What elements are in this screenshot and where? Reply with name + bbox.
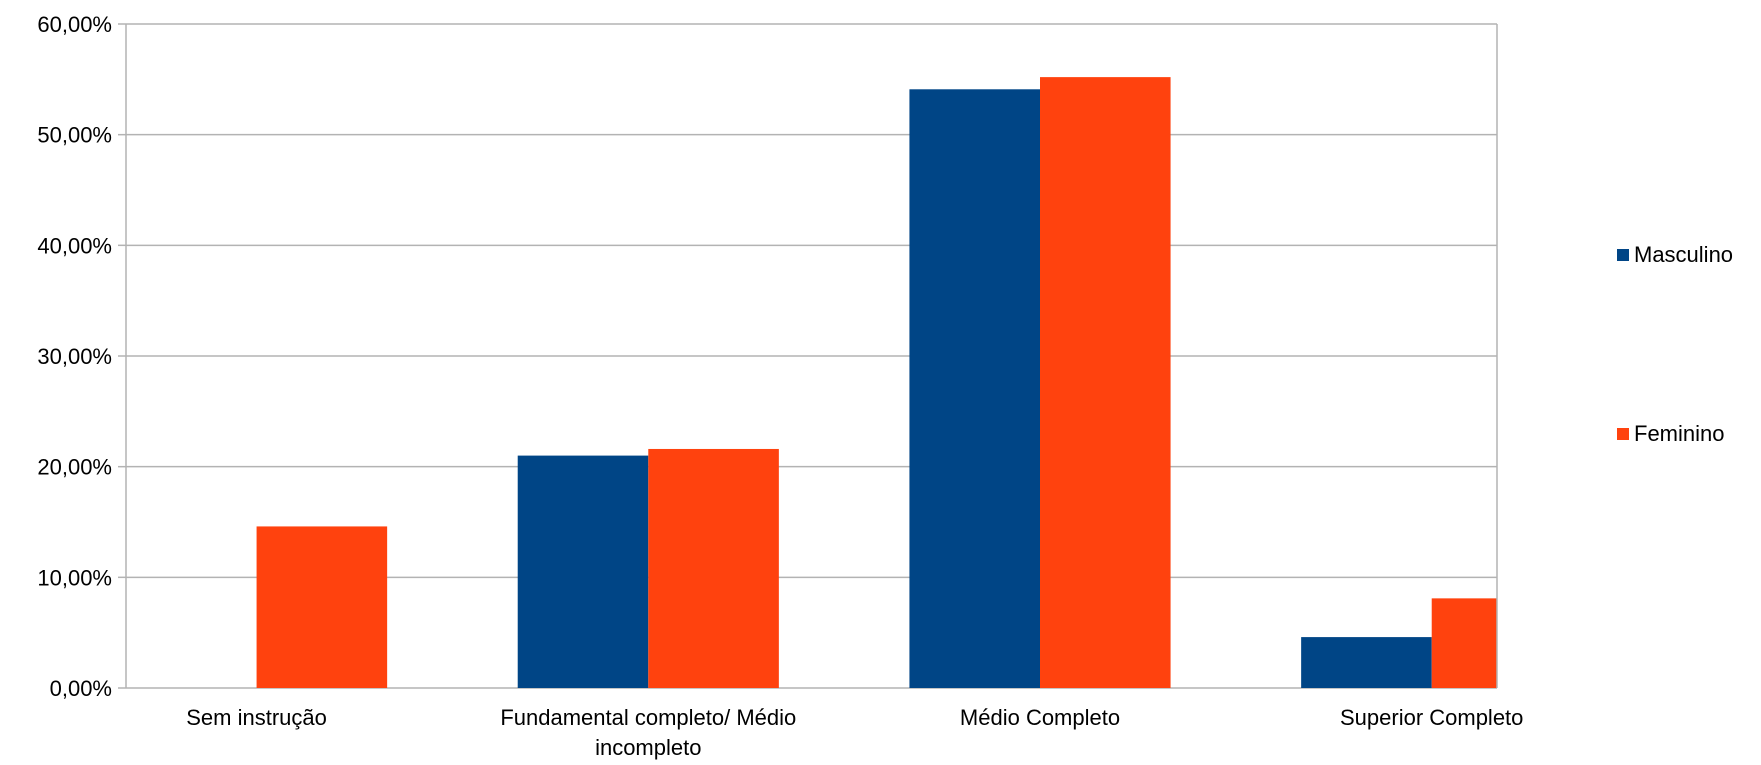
y-tick-label: 60,00% [37,12,112,37]
x-category-label: incompleto [595,735,701,760]
x-category-label: Médio Completo [960,705,1120,730]
bar-feminino-2 [1040,77,1171,689]
legend-swatch-feminino [1617,428,1629,440]
y-tick-label: 40,00% [37,233,112,258]
x-category-labels: Sem instrução Fundamental completo/ Médio… [186,705,1523,760]
y-tick-label: 0,00% [50,676,112,701]
axes [125,24,1498,688]
legend-swatch-masculino [1617,249,1629,261]
bar-feminino-1 [648,448,779,688]
y-tick-label: 30,00% [37,344,112,369]
bars [256,77,1497,689]
legend-label-masculino: Masculino [1634,242,1734,267]
y-tick-label: 10,00% [37,565,112,590]
x-category-label: Sem instrução [186,705,327,730]
legend-item-feminino: Feminino [1617,421,1724,447]
x-category-label: Fundamental completo/ Médio [500,705,796,730]
legend-item-masculino: Masculino [1617,242,1733,268]
bar-feminino-0 [256,526,388,688]
bar-feminino-3 [1431,598,1497,688]
y-tick-label: 50,00% [37,123,112,148]
legend-label-feminino: Feminino [1634,421,1725,446]
y-tick-labels: 0,00% 10,00% 20,00% 30,00% 40,00% 50,00% 60,00… [37,12,112,701]
y-tick-label: 20,00% [37,455,112,480]
bar-masculino-1 [517,455,649,688]
bar-masculino-3 [1301,637,1432,688]
x-category-label: Superior Completo [1340,705,1523,730]
bar-masculino-2 [909,89,1040,688]
